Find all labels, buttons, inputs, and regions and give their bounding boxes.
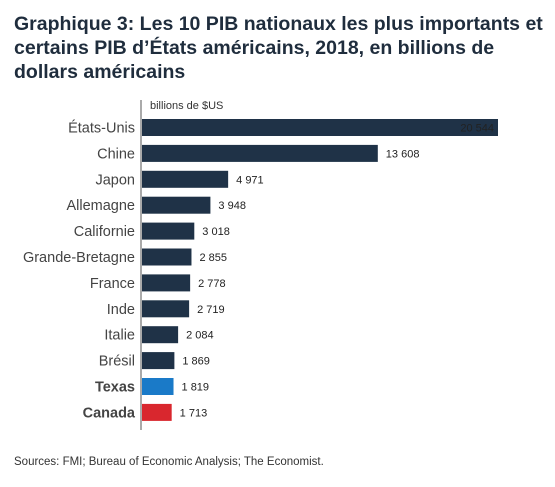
value-label-texas: 1 819 [182, 382, 210, 394]
value-label-grande-bretagne: 2 855 [199, 252, 227, 264]
chart-title: Graphique 3: Les 10 PIB nationaux les pl… [14, 13, 543, 83]
category-label-bresil: Brésil [99, 354, 135, 370]
category-label-italie: Italie [104, 328, 135, 344]
bar-texas [142, 378, 174, 395]
value-label-bresil: 1 869 [182, 356, 210, 368]
bar-canada [142, 403, 172, 421]
bar-grande-bretagne [142, 248, 192, 266]
value-label-allemagne: 3 948 [218, 200, 246, 212]
bar-allemagne [142, 196, 211, 214]
value-label-canada: 1 713 [180, 407, 208, 419]
category-label-grande-bretagne: Grande-Bretagne [23, 250, 135, 266]
value-label-chine: 13 608 [386, 148, 420, 160]
unit-label: billions de $US [150, 100, 223, 112]
category-label-allemagne: Allemagne [66, 198, 135, 214]
category-label-japon: Japon [95, 172, 135, 188]
category-label-france: France [90, 276, 135, 292]
bar-france [142, 274, 191, 292]
value-label-etats-unis: 20 544 [460, 123, 494, 135]
category-label-inde: Inde [107, 302, 135, 318]
value-label-inde: 2 719 [197, 304, 225, 316]
bar-californie [142, 222, 195, 240]
bar-bresil [142, 352, 175, 370]
value-label-japon: 4 971 [236, 174, 264, 186]
value-label-italie: 2 084 [186, 330, 214, 342]
bar-chine [142, 144, 378, 162]
category-label-texas: Texas [95, 380, 135, 396]
category-label-californie: Californie [74, 224, 135, 240]
category-label-canada: Canada [83, 405, 136, 421]
bar-etats-unis [142, 119, 498, 136]
source-note: Sources: FMI; Bureau of Economic Analysi… [14, 456, 324, 468]
bar-italie [142, 326, 179, 344]
bar-japon [142, 170, 229, 188]
bar-inde [142, 300, 190, 318]
value-label-france: 2 778 [198, 278, 226, 290]
value-label-californie: 3 018 [202, 226, 230, 238]
category-label-etats-unis: États-Unis [68, 120, 135, 137]
category-label-chine: Chine [97, 146, 135, 162]
